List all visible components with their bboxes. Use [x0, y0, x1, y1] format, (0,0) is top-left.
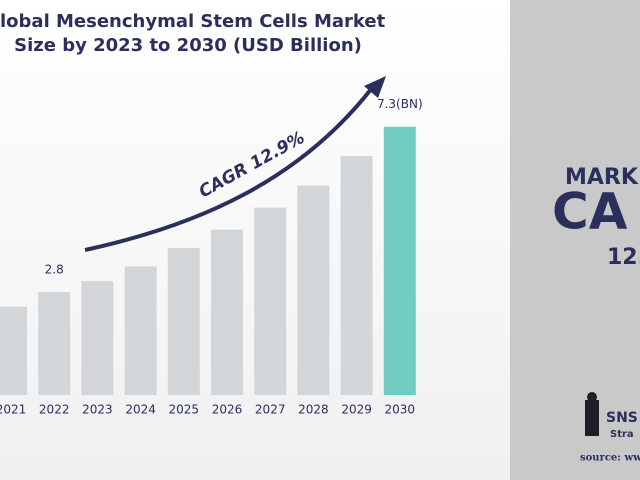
x-tick-label: 2025 — [169, 403, 200, 417]
x-tick-label: 2021 — [0, 403, 26, 417]
bar — [124, 266, 157, 395]
cagr-arrowhead — [364, 76, 386, 98]
chart-title: Size by 2023 to 2030 (USD Billion) — [14, 35, 362, 56]
data-label: 7.3(BN) — [377, 97, 423, 111]
x-tick-label: 2024 — [125, 403, 156, 417]
side-text: 12. — [607, 245, 640, 270]
bar — [211, 229, 243, 395]
bar — [340, 156, 373, 395]
x-tick-label: 2027 — [255, 403, 286, 417]
cagr-arrow — [84, 86, 374, 252]
bar — [81, 281, 114, 395]
data-label: 2.8 — [45, 263, 64, 277]
bar — [167, 248, 200, 395]
side-panel — [510, 0, 640, 480]
bar — [0, 306, 27, 395]
source: source: www — [580, 453, 640, 464]
logo-icon — [585, 400, 599, 436]
x-tick-label: 2028 — [298, 403, 329, 417]
logo-text: Stra — [610, 429, 634, 440]
x-tick-label: 2022 — [39, 403, 70, 417]
x-tick-label: 2029 — [341, 403, 372, 417]
logo — [585, 392, 599, 436]
side-text: CA — [552, 183, 628, 241]
logo-icon — [587, 392, 597, 402]
logo-text: SNS — [606, 410, 638, 426]
bar — [254, 207, 287, 395]
side-text: MARK — [565, 165, 639, 190]
bar — [38, 292, 71, 395]
chart-title: lobal Mesenchymal Stem Cells Market — [0, 11, 386, 32]
x-tick-label: 2023 — [82, 403, 113, 417]
bar — [383, 126, 416, 395]
x-tick-label: 2030 — [385, 403, 416, 417]
x-tick-label: 2026 — [212, 403, 243, 417]
bar — [297, 185, 330, 395]
